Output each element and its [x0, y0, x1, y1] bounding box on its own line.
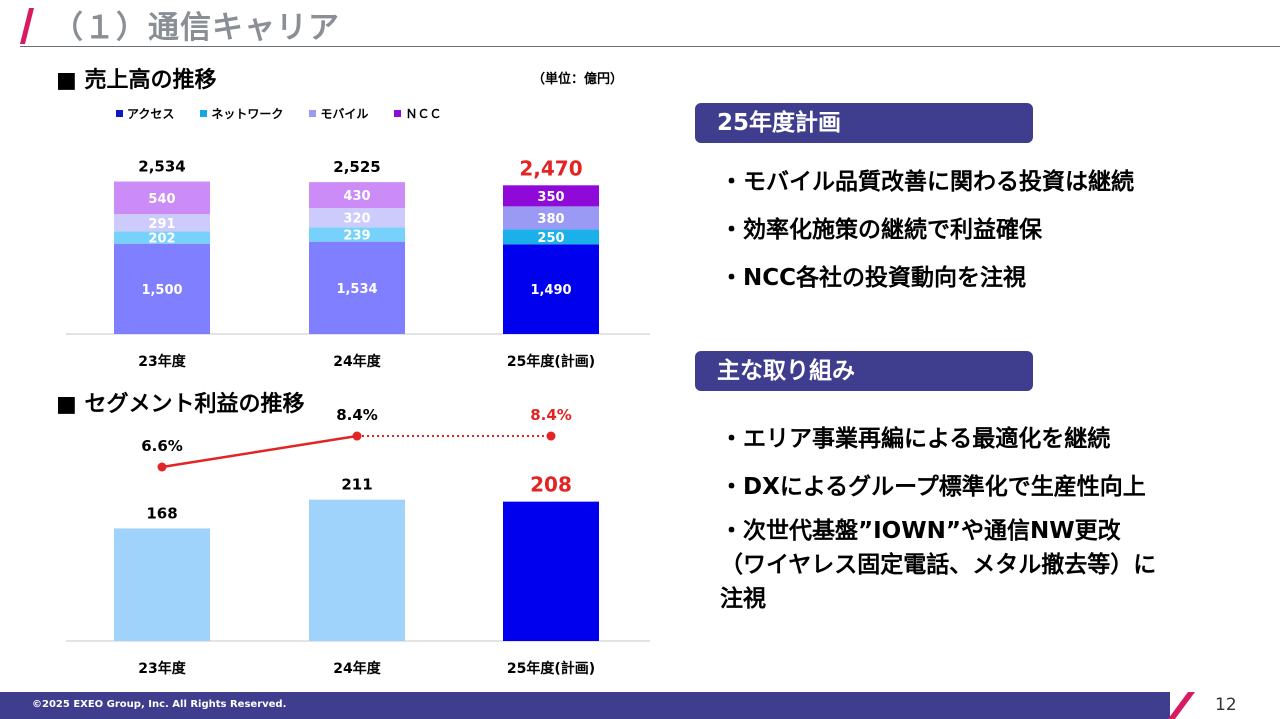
profit-category-label-3: 25年度(計画) — [507, 660, 595, 677]
value-label-network-1: 202 — [148, 232, 175, 247]
profit-bar-1 — [114, 528, 210, 641]
value-label-ncc-3: 350 — [537, 190, 564, 205]
revenue-legend: アクセス ネットワーク モバイル ＮＣＣ — [116, 105, 441, 122]
initiatives-bullet-list: ・エリア事業再編による最適化を継続 ・DXによるグループ標準化で生産性向上 ・次… — [720, 422, 1260, 616]
legend-swatch-access — [116, 110, 123, 117]
footer-bar — [0, 692, 1170, 719]
plan-bullet-3: ・NCC各社の投資動向を注視 — [720, 265, 1027, 291]
bar-segment-access-1 — [114, 243, 210, 334]
revenue-category-label-2: 24年度 — [333, 353, 381, 370]
legend-swatch-ncc — [394, 110, 402, 117]
profit-category-label-1: 23年度 — [138, 660, 186, 677]
plan-panel-title: 25年度計画 — [695, 103, 1033, 143]
total-label-2: 2,525 — [333, 158, 380, 176]
bar-segment-access-2 — [309, 241, 405, 334]
profit-section-title: ■ セグメント利益の推移 — [56, 392, 305, 417]
legend-label-ncc: ＮＣＣ — [405, 107, 442, 121]
legend-label-mobile: モバイル — [320, 107, 369, 121]
bar-segment-access-3 — [503, 244, 599, 334]
value-label-access-2: 1,534 — [336, 282, 377, 297]
profit-value-label-2: 211 — [341, 476, 372, 494]
value-label-ncc-2: 430 — [343, 189, 370, 204]
initiatives-panel-title: 主な取り組み — [695, 351, 1033, 391]
plan-bullet-2: ・効率化施策の継続で利益確保 — [720, 217, 1042, 243]
bar-segment-ncc-1 — [114, 181, 210, 215]
bar-segment-mobile-2 — [309, 208, 405, 228]
profit-bar-line-chart: 168 23年度 211 24年度 208 25年度(計画) 6.6% 8.4% 8.4% — [66, 406, 650, 677]
page-title: （１）通信キャリア — [52, 10, 340, 46]
initiatives-bullet-3: ・次世代基盤”IOWN”や通信NW更改 （ワイヤレス固定電話、メタル撤去等）に … — [720, 518, 1157, 612]
legend-item-access: アクセス — [116, 105, 174, 122]
revenue-category-label-3: 25年度(計画) — [507, 353, 595, 370]
plan-bullet-list: ・モバイル品質改善に関わる投資は継続 ・効率化施策の継続で利益確保 ・NCC各社… — [720, 165, 1260, 295]
legend-swatch-network — [200, 110, 208, 117]
revenue-section-title: ■ 売上高の推移 — [56, 68, 217, 93]
margin-point-3 — [546, 431, 556, 441]
margin-label-2: 8.4% — [336, 406, 378, 424]
legend-label-network: ネットワーク — [211, 107, 284, 121]
initiatives-bullet-1: ・エリア事業再編による最適化を継続 — [720, 426, 1111, 452]
value-label-access-1: 1,500 — [141, 283, 182, 298]
legend-item-mobile: モバイル — [309, 105, 368, 122]
bar-segment-ncc-3 — [503, 185, 599, 207]
margin-point-1 — [157, 462, 167, 472]
legend-item-network: ネットワーク — [200, 105, 283, 122]
value-label-mobile-3: 380 — [537, 212, 564, 227]
value-label-mobile-2: 320 — [343, 212, 370, 227]
header-divider — [20, 46, 1280, 47]
legend-swatch-mobile — [309, 110, 317, 117]
margin-point-2 — [352, 431, 362, 441]
unit-label: （単位：億円） — [532, 72, 624, 87]
profit-bar-3 — [503, 501, 599, 641]
bar-segment-network-2 — [309, 227, 405, 242]
profit-value-label-3: 208 — [530, 473, 572, 497]
page-number: 12 — [1215, 695, 1237, 715]
bar-segment-mobile-3 — [503, 206, 599, 230]
bar-segment-mobile-1 — [114, 214, 210, 232]
profit-value-label-1: 168 — [146, 504, 177, 522]
initiatives-bullet-2: ・DXによるグループ標準化で生産性向上 — [720, 474, 1146, 500]
margin-label-1: 6.6% — [141, 437, 183, 455]
revenue-category-label-1: 23年度 — [138, 353, 186, 370]
total-label-3: 2,470 — [519, 156, 582, 180]
margin-line-segment-1 — [161, 434, 358, 469]
profit-bar-2 — [309, 499, 405, 641]
value-label-mobile-1: 291 — [148, 217, 175, 232]
footer-slash-decoration — [1140, 692, 1195, 719]
value-label-network-2: 239 — [343, 228, 370, 243]
legend-item-ncc: ＮＣＣ — [394, 105, 441, 122]
copyright-text: ©2025 EXEO Group, Inc. All Rights Reserv… — [32, 699, 287, 710]
value-label-access-3: 1,490 — [530, 283, 571, 298]
margin-label-3: 8.4% — [530, 406, 572, 424]
value-label-network-3: 250 — [537, 231, 564, 246]
profit-category-label-2: 24年度 — [333, 660, 381, 677]
bar-segment-network-3 — [503, 229, 599, 245]
header-slash-decoration — [20, 8, 34, 44]
bar-segment-network-1 — [114, 231, 210, 244]
value-label-ncc-1: 540 — [148, 192, 175, 207]
bar-segment-ncc-2 — [309, 182, 405, 209]
legend-label-access: アクセス — [127, 107, 175, 121]
total-label-1: 2,534 — [138, 158, 185, 176]
plan-bullet-1: ・モバイル品質改善に関わる投資は継続 — [720, 169, 1134, 195]
